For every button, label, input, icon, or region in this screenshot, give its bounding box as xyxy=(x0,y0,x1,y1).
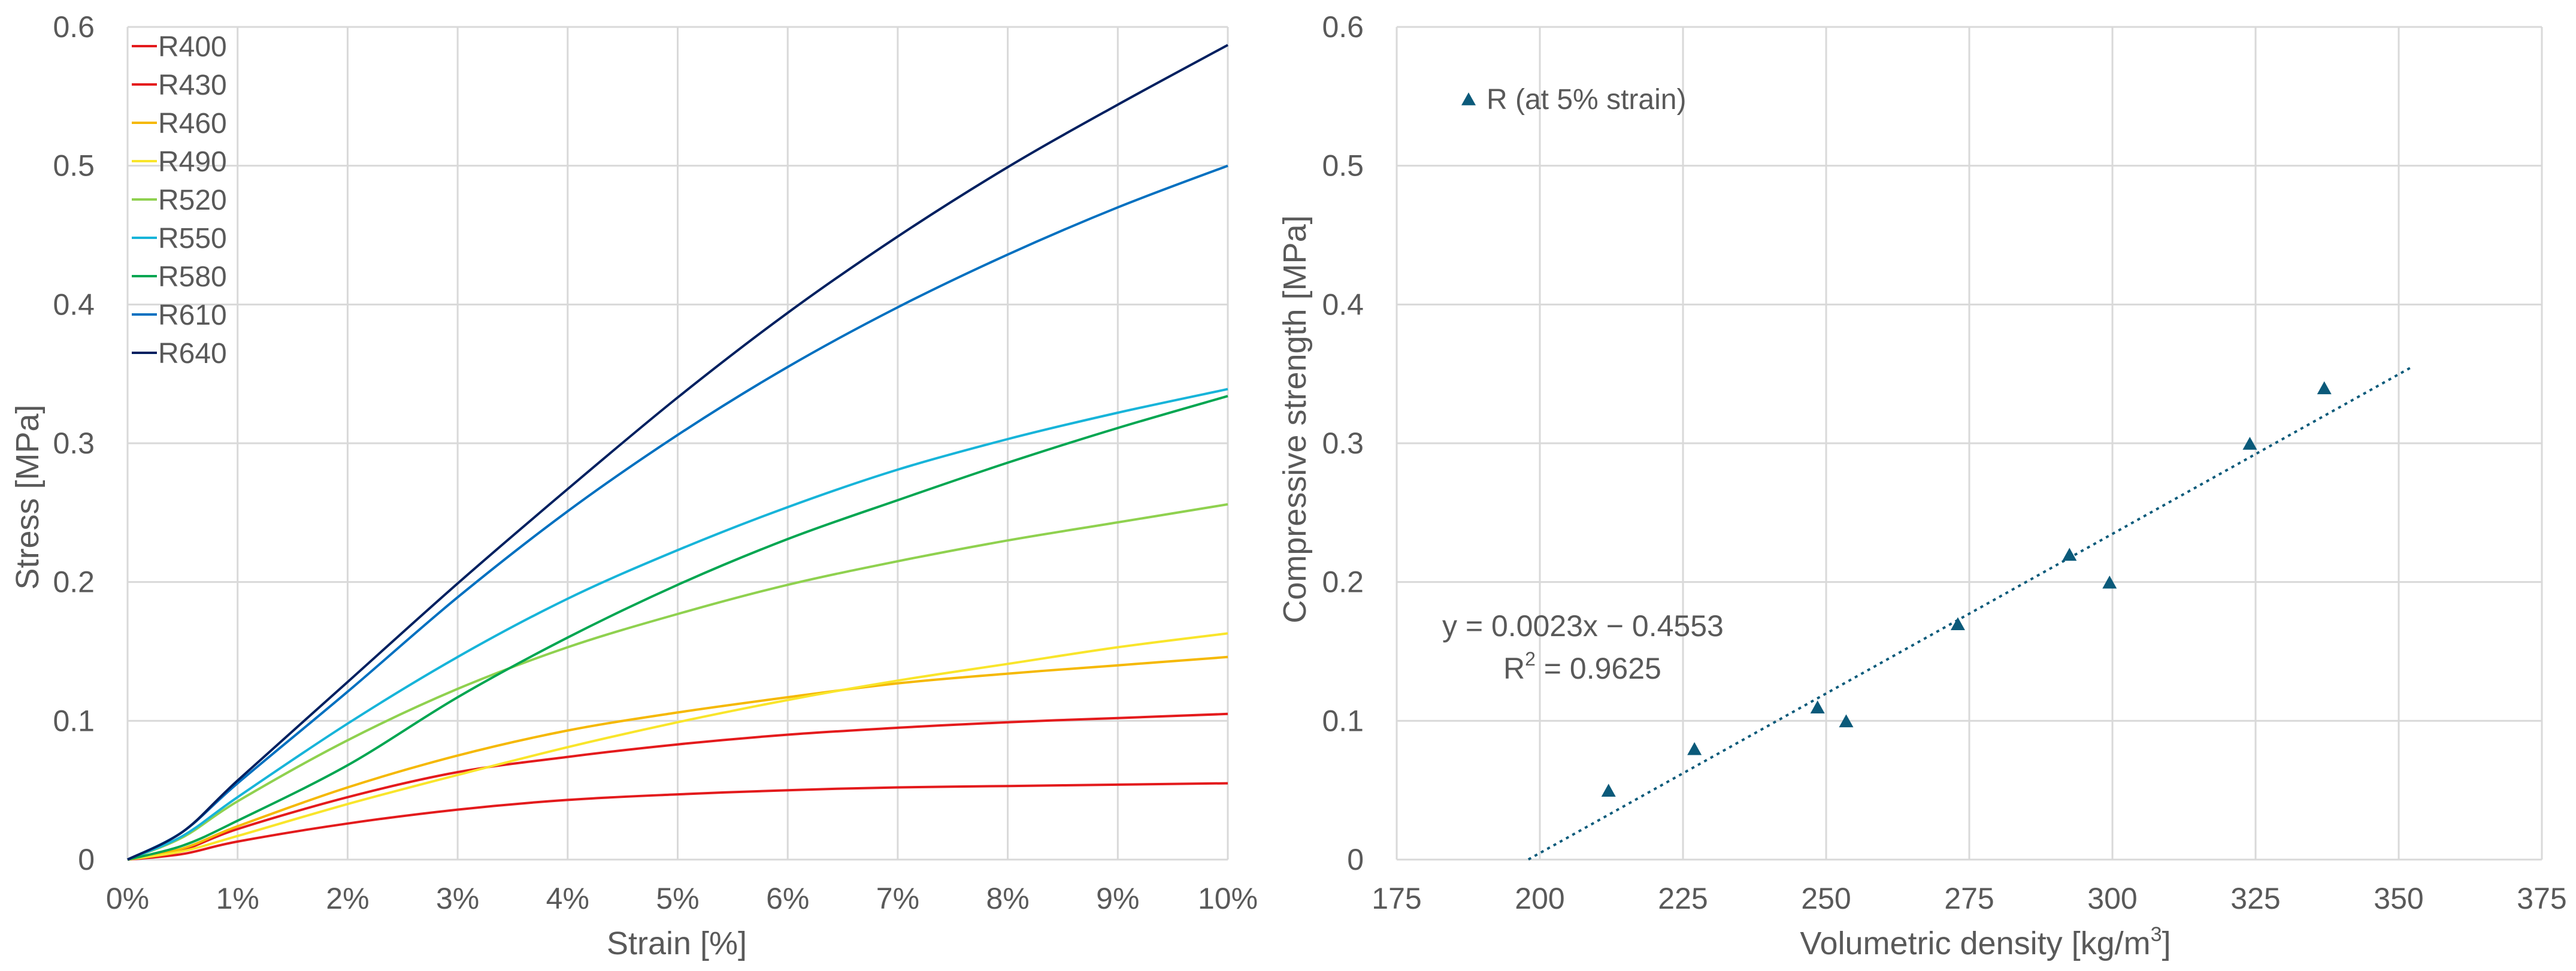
trendline-equation: y = 0.0023x − 0.4553 xyxy=(1442,609,1724,643)
right-x-tick-label: 300 xyxy=(2087,882,2137,915)
series-line-r580 xyxy=(127,395,1228,861)
right-y-tick-label: 0.3 xyxy=(1322,426,1364,460)
right-x-axis-title-superscript: 3 xyxy=(2151,923,2162,946)
right-y-tick-label: 0.5 xyxy=(1322,149,1364,183)
linear-trendline xyxy=(1527,367,2411,861)
scatter-point xyxy=(2242,437,2257,450)
legend-label: R490 xyxy=(158,146,227,178)
left-legend[interactable]: R400 R430 R460 R490 R520 R550 R580 R610 R640 xyxy=(132,31,227,370)
left-y-tick-label: 0.3 xyxy=(53,426,95,460)
legend-label: R550 xyxy=(158,223,227,255)
right-y-tick-label: 0.2 xyxy=(1322,565,1364,599)
legend-label: R610 xyxy=(158,300,227,331)
scatter-point xyxy=(2062,547,2077,561)
right-x-tick-label: 275 xyxy=(1944,882,1994,915)
left-x-tick-label: 3% xyxy=(436,882,479,915)
left-y-tick-label: 0 xyxy=(78,843,95,876)
legend-item-r580[interactable]: R580 xyxy=(132,261,227,293)
legend-label: R400 xyxy=(158,31,227,63)
series-line-r430 xyxy=(127,712,1228,861)
legend-item-r400[interactable]: R400 xyxy=(132,31,227,63)
right-y-tick-label: 0.4 xyxy=(1322,288,1364,321)
left-x-tick-label: 5% xyxy=(656,882,699,915)
right-x-axis-title-suffix: ] xyxy=(2162,925,2171,961)
right-legend-marker xyxy=(1461,92,1476,105)
right-y-tick-label: 0.1 xyxy=(1322,704,1364,737)
right-y-axis-title: Compressive strength [MPa] xyxy=(1277,215,1313,623)
r2-prefix: R xyxy=(1503,652,1525,685)
series-line-r460 xyxy=(127,655,1228,861)
scatter-point xyxy=(1810,700,1825,713)
right-x-axis-title-main: Volumetric density [kg/m xyxy=(1800,925,2150,961)
strength-density-chart: 00.10.20.30.40.50.6 175 200 225 250 275 300 32… xyxy=(1277,10,2567,961)
left-x-tick-label: 10% xyxy=(1198,882,1258,915)
right-gridlines xyxy=(1396,26,2543,861)
left-y-axis-title: Stress [MPa] xyxy=(10,404,46,589)
right-series-points xyxy=(1601,381,2332,797)
left-y-tick-label: 0.5 xyxy=(53,149,95,183)
series-line-r640 xyxy=(127,44,1228,861)
scatter-point xyxy=(2317,381,2332,395)
left-x-tick-label: 7% xyxy=(876,882,919,915)
legend-label: R520 xyxy=(158,184,227,216)
right-x-tick-labels: 175 200 225 250 275 300 325 350 375 xyxy=(1372,882,2566,915)
scatter-point xyxy=(1601,784,1616,797)
left-x-tick-labels: 0% 1% 2% 3% 4% 5% 6% 7% 8% 9% 10% xyxy=(106,882,1258,915)
right-x-tick-label: 350 xyxy=(2374,882,2423,915)
series-line-r520 xyxy=(127,503,1228,861)
left-x-tick-label: 1% xyxy=(216,882,259,915)
left-y-tick-label: 0.4 xyxy=(53,288,95,321)
right-x-tick-label: 225 xyxy=(1658,882,1708,915)
left-x-axis-title: Strain [%] xyxy=(607,925,747,961)
legend-item-r640[interactable]: R640 xyxy=(132,338,227,370)
right-x-tick-label: 200 xyxy=(1515,882,1564,915)
left-x-tick-label: 8% xyxy=(986,882,1029,915)
series-line-r490 xyxy=(127,632,1228,861)
legend-item-r520[interactable]: R520 xyxy=(132,184,227,216)
right-x-tick-label: 175 xyxy=(1372,882,1421,915)
left-x-tick-label: 4% xyxy=(546,882,589,915)
right-x-tick-label: 250 xyxy=(1801,882,1851,915)
left-x-tick-label: 9% xyxy=(1096,882,1139,915)
scatter-point xyxy=(2102,575,2117,589)
right-legend-label: R (at 5% strain) xyxy=(1487,84,1686,116)
legend-item-r610[interactable]: R610 xyxy=(132,300,227,331)
left-y-tick-labels: 0 0.1 0.2 0.3 0.4 0.5 0.6 xyxy=(53,10,95,876)
legend-label: R640 xyxy=(158,338,227,370)
scatter-point xyxy=(1687,742,1702,755)
left-y-tick-label: 0.2 xyxy=(53,565,95,599)
left-x-tick-label: 6% xyxy=(766,882,809,915)
right-x-tick-label: 325 xyxy=(2230,882,2280,915)
scatter-point xyxy=(1839,714,1854,728)
legend-label: R460 xyxy=(158,108,227,140)
left-x-tick-label: 2% xyxy=(326,882,369,915)
legend-label: R430 xyxy=(158,69,227,101)
legend-label: R580 xyxy=(158,261,227,293)
legend-item-r430[interactable]: R430 xyxy=(132,69,227,101)
legend-item-r550[interactable]: R550 xyxy=(132,223,227,255)
stress-strain-chart: 0 0.1 0.2 0.3 0.4 0.5 0.6 0% 1% 2% 3% 4% 5% 6% 7% 8% 9%… xyxy=(10,10,1258,961)
left-x-tick-label: 0% xyxy=(106,882,149,915)
r2-suffix: = 0.9625 xyxy=(1536,652,1661,685)
series-line-r550 xyxy=(127,388,1228,861)
series-line-r610 xyxy=(127,164,1228,861)
left-gridlines xyxy=(126,26,1229,861)
left-y-tick-label: 0.6 xyxy=(53,10,95,44)
right-legend[interactable]: R (at 5% strain) xyxy=(1461,84,1686,116)
right-y-tick-label: 0.6 xyxy=(1322,10,1364,44)
right-x-tick-label: 375 xyxy=(2517,882,2566,915)
trendline-r-squared: R2 = 0.9625 xyxy=(1503,648,1661,685)
legend-item-r490[interactable]: R490 xyxy=(132,146,227,178)
right-y-tick-labels: 0 0.1 0.2 0.3 0.4 0.5 0.6 xyxy=(1322,10,1364,876)
r2-superscript: 2 xyxy=(1525,648,1536,670)
series-line-r400 xyxy=(127,782,1228,861)
scatter-point xyxy=(1950,617,1965,630)
left-y-tick-label: 0.1 xyxy=(53,704,95,737)
right-x-axis-title: Volumetric density [kg/m3] xyxy=(1800,923,2171,961)
right-y-tick-label: 0 xyxy=(1347,843,1364,876)
left-series-lines xyxy=(127,44,1228,861)
legend-item-r460[interactable]: R460 xyxy=(132,108,227,140)
